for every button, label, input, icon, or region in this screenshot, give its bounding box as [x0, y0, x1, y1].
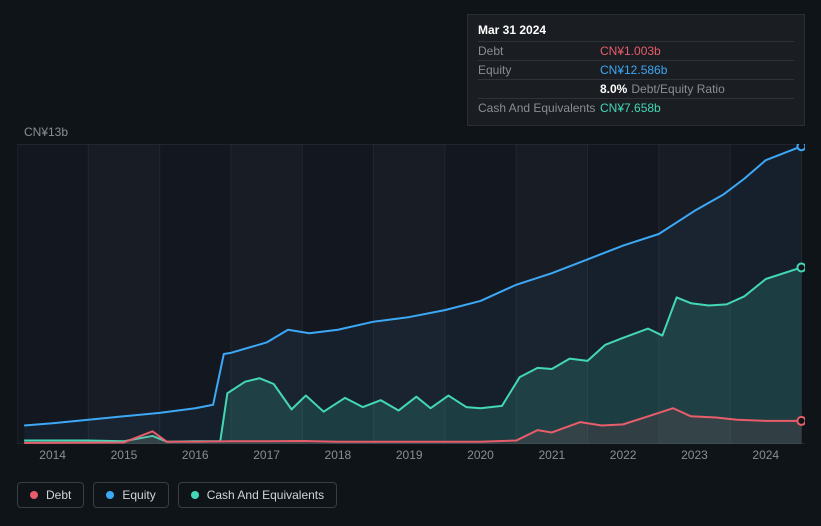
- equity-end-marker: [797, 144, 805, 150]
- tooltip-row-value: CN¥7.658b: [600, 101, 661, 115]
- tooltip-row: Cash And EquivalentsCN¥7.658b: [478, 99, 794, 117]
- x-tick-label: 2019: [396, 448, 423, 462]
- legend-item-debt[interactable]: Debt: [17, 482, 84, 508]
- tooltip-row: 8.0%Debt/Equity Ratio: [478, 80, 794, 99]
- legend: Debt Equity Cash And Equivalents: [17, 482, 337, 508]
- tooltip-row-value: 8.0%Debt/Equity Ratio: [600, 82, 725, 96]
- legend-item-equity[interactable]: Equity: [93, 482, 168, 508]
- tooltip-row: DebtCN¥1.003b: [478, 42, 794, 61]
- x-tick-label: 2015: [111, 448, 138, 462]
- legend-dot-icon: [30, 491, 38, 499]
- legend-label: Debt: [46, 488, 71, 502]
- cash-end-marker: [797, 263, 805, 271]
- tooltip-row-value: CN¥12.586b: [600, 63, 667, 77]
- x-tick-label: 2014: [39, 448, 66, 462]
- debt-end-marker: [797, 417, 805, 425]
- tooltip-row-label: Debt: [478, 44, 600, 58]
- tooltip-date: Mar 31 2024: [478, 21, 794, 42]
- chart-plot-area[interactable]: [17, 144, 805, 444]
- x-tick-label: 2022: [610, 448, 637, 462]
- data-tooltip: Mar 31 2024 DebtCN¥1.003bEquityCN¥12.586…: [467, 14, 805, 126]
- tooltip-row-label: [478, 82, 600, 96]
- tooltip-row-value: CN¥1.003b: [600, 44, 661, 58]
- legend-label: Equity: [122, 488, 155, 502]
- legend-dot-icon: [191, 491, 199, 499]
- y-max-label: CN¥13b: [24, 125, 68, 139]
- tooltip-row-label: Cash And Equivalents: [478, 101, 600, 115]
- tooltip-row: EquityCN¥12.586b: [478, 61, 794, 80]
- x-tick-label: 2021: [538, 448, 565, 462]
- x-tick-label: 2016: [182, 448, 209, 462]
- legend-label: Cash And Equivalents: [207, 488, 324, 502]
- x-tick-label: 2024: [752, 448, 779, 462]
- line-area-chart: [17, 144, 805, 444]
- tooltip-row-label: Equity: [478, 63, 600, 77]
- legend-dot-icon: [106, 491, 114, 499]
- x-tick-label: 2017: [253, 448, 280, 462]
- x-tick-label: 2020: [467, 448, 494, 462]
- legend-item-cash-and-equivalents[interactable]: Cash And Equivalents: [178, 482, 337, 508]
- x-tick-label: 2023: [681, 448, 708, 462]
- x-tick-label: 2018: [325, 448, 352, 462]
- x-axis-labels: 2014 2015 2016 2017 2018 2019 2020 2021 2022 2023…: [17, 448, 805, 466]
